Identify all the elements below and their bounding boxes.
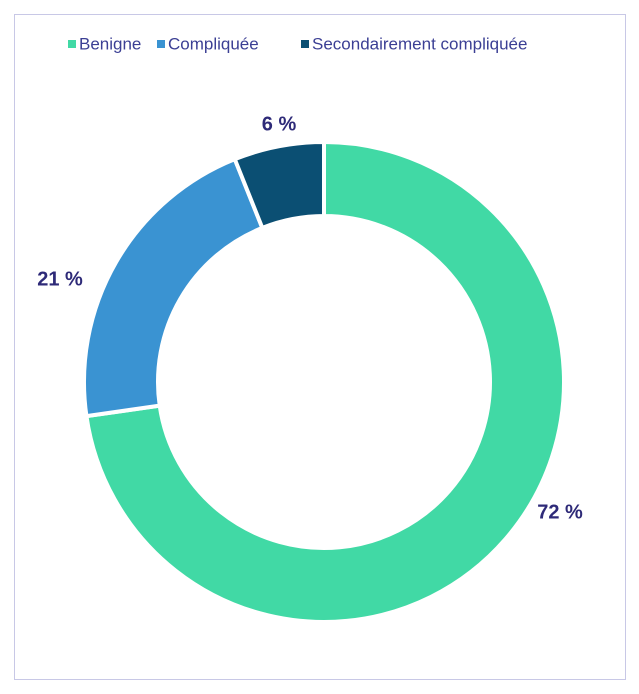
legend-label: Compliquée	[168, 34, 259, 53]
legend-label: Secondairement compliquée	[312, 34, 527, 53]
data-label: 6 %	[262, 113, 297, 135]
donut	[82, 139, 566, 624]
data-label: 21 %	[37, 268, 83, 290]
legend-swatch	[157, 40, 165, 48]
data-label: 72 %	[537, 501, 583, 523]
legend-swatch	[68, 40, 76, 48]
donut-slice	[232, 139, 326, 231]
legend-swatch	[301, 40, 309, 48]
donut-slice	[84, 139, 566, 624]
legend-label: Benigne	[79, 34, 141, 53]
legend: Benigne Compliquée Secondairement compliqu…	[68, 34, 527, 53]
